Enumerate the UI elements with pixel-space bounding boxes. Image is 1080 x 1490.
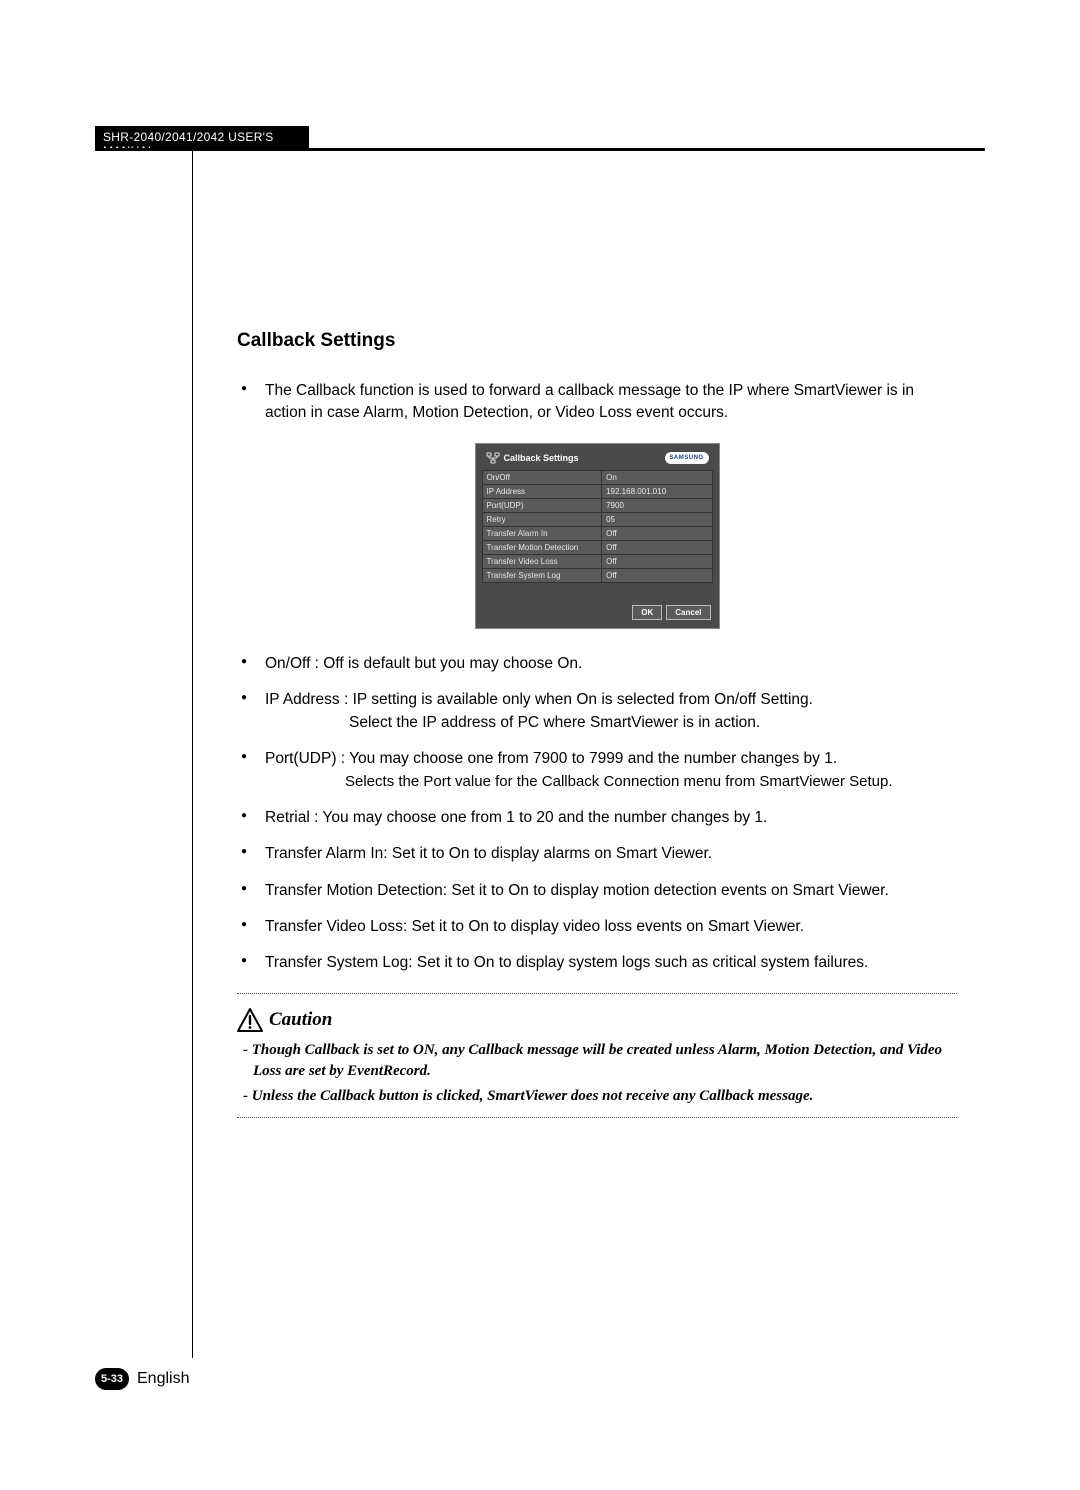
ok-button: OK <box>632 605 662 620</box>
bullet-port-line2: Selects the Port value for the Callback … <box>265 771 957 793</box>
page-footer: 5-33 English <box>95 1368 189 1390</box>
manual-header: SHR-2040/2041/2042 USER'S MANUAL <box>95 126 309 148</box>
footer-language: English <box>137 1370 189 1388</box>
settings-screenshot: Callback Settings SAMSUNG On/OffOn IP Ad… <box>475 443 720 629</box>
row-label: On/Off <box>482 470 602 484</box>
bullet-ip: IP Address : IP setting is available onl… <box>237 689 957 734</box>
row-value: 7900 <box>602 498 712 512</box>
screenshot-title: Callback Settings <box>486 452 579 464</box>
row-value: On <box>602 470 712 484</box>
table-row: Port(UDP)7900 <box>482 498 712 512</box>
dotted-divider-top <box>237 993 957 994</box>
settings-table: On/OffOn IP Address192.168.001.010 Port(… <box>482 470 713 583</box>
screenshot-buttons: OK Cancel <box>482 605 713 620</box>
table-row: IP Address192.168.001.010 <box>482 484 712 498</box>
header-rule <box>95 148 985 151</box>
bullet-alarm: Transfer Alarm In: Set it to On to displ… <box>237 843 957 865</box>
screenshot-titlebar: Callback Settings SAMSUNG <box>482 450 713 470</box>
table-row: Transfer Alarm InOff <box>482 526 712 540</box>
bullet-port-line1: Port(UDP) : You may choose one from 7900… <box>265 750 837 767</box>
row-label: Transfer Alarm In <box>482 526 602 540</box>
vertical-margin-rule <box>192 148 193 1358</box>
table-row: Retry05 <box>482 512 712 526</box>
caution-label: Caution <box>269 1009 332 1031</box>
row-label: Transfer System Log <box>482 568 602 582</box>
bullet-syslog: Transfer System Log: Set it to On to dis… <box>237 952 957 974</box>
row-label: Transfer Motion Detection <box>482 540 602 554</box>
screenshot-panel: Callback Settings SAMSUNG On/OffOn IP Ad… <box>475 443 720 629</box>
bullet-onoff: On/Off : Off is default but you may choo… <box>237 653 957 675</box>
row-value: 192.168.001.010 <box>602 484 712 498</box>
row-label: Port(UDP) <box>482 498 602 512</box>
row-label: Retry <box>482 512 602 526</box>
section-title: Callback Settings <box>237 330 957 352</box>
intro-bullet: The Callback function is used to forward… <box>237 380 957 425</box>
samsung-logo: SAMSUNG <box>665 452 709 464</box>
row-value: Off <box>602 554 712 568</box>
screenshot-title-text: Callback Settings <box>504 453 579 463</box>
row-label: IP Address <box>482 484 602 498</box>
row-value: Off <box>602 526 712 540</box>
page-number-badge: 5-33 <box>95 1368 129 1390</box>
caution-heading: Caution <box>237 1008 957 1032</box>
row-value: Off <box>602 540 712 554</box>
caution-line2: - Unless the Callback button is clicked,… <box>237 1086 957 1107</box>
bullet-retrial: Retrial : You may choose one from 1 to 2… <box>237 807 957 829</box>
warning-icon <box>237 1008 263 1032</box>
row-value: 05 <box>602 512 712 526</box>
network-icon <box>486 452 500 464</box>
table-row: On/OffOn <box>482 470 712 484</box>
bullet-ip-line1: IP Address : IP setting is available onl… <box>265 691 813 708</box>
cancel-button: Cancel <box>666 605 710 620</box>
caution-line1: - Though Callback is set to ON, any Call… <box>237 1040 957 1082</box>
row-label: Transfer Video Loss <box>482 554 602 568</box>
table-row: Transfer System LogOff <box>482 568 712 582</box>
table-row: Transfer Video LossOff <box>482 554 712 568</box>
intro-list: The Callback function is used to forward… <box>237 380 957 425</box>
detail-list: On/Off : Off is default but you may choo… <box>237 653 957 975</box>
page-content: Callback Settings The Callback function … <box>237 330 957 1132</box>
row-value: Off <box>602 568 712 582</box>
bullet-port: Port(UDP) : You may choose one from 7900… <box>237 748 957 792</box>
table-row: Transfer Motion DetectionOff <box>482 540 712 554</box>
bullet-videoloss: Transfer Video Loss: Set it to On to dis… <box>237 916 957 938</box>
bullet-motion: Transfer Motion Detection: Set it to On … <box>237 880 957 902</box>
dotted-divider-bottom <box>237 1117 957 1118</box>
bullet-ip-line2: Select the IP address of PC where SmartV… <box>265 712 957 734</box>
